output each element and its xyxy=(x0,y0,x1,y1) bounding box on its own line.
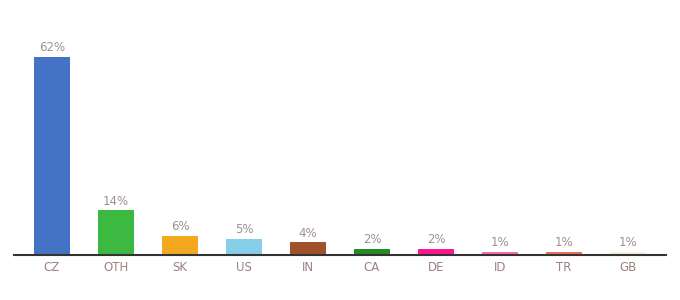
Text: 14%: 14% xyxy=(103,195,129,208)
Bar xyxy=(99,210,133,255)
Text: 2%: 2% xyxy=(426,233,445,246)
Text: 62%: 62% xyxy=(39,41,65,54)
Text: 2%: 2% xyxy=(362,233,381,246)
Bar xyxy=(611,252,645,255)
Bar xyxy=(226,239,262,255)
Text: 6%: 6% xyxy=(171,220,189,233)
Bar xyxy=(547,252,581,255)
Bar xyxy=(354,249,390,255)
Text: 4%: 4% xyxy=(299,226,318,240)
Text: 1%: 1% xyxy=(555,236,573,249)
Text: 5%: 5% xyxy=(235,224,253,236)
Text: 1%: 1% xyxy=(491,236,509,249)
Bar xyxy=(290,242,326,255)
Bar xyxy=(482,252,517,255)
Bar xyxy=(163,236,198,255)
Bar xyxy=(418,249,454,255)
Text: 1%: 1% xyxy=(619,236,637,249)
Bar xyxy=(35,57,69,255)
